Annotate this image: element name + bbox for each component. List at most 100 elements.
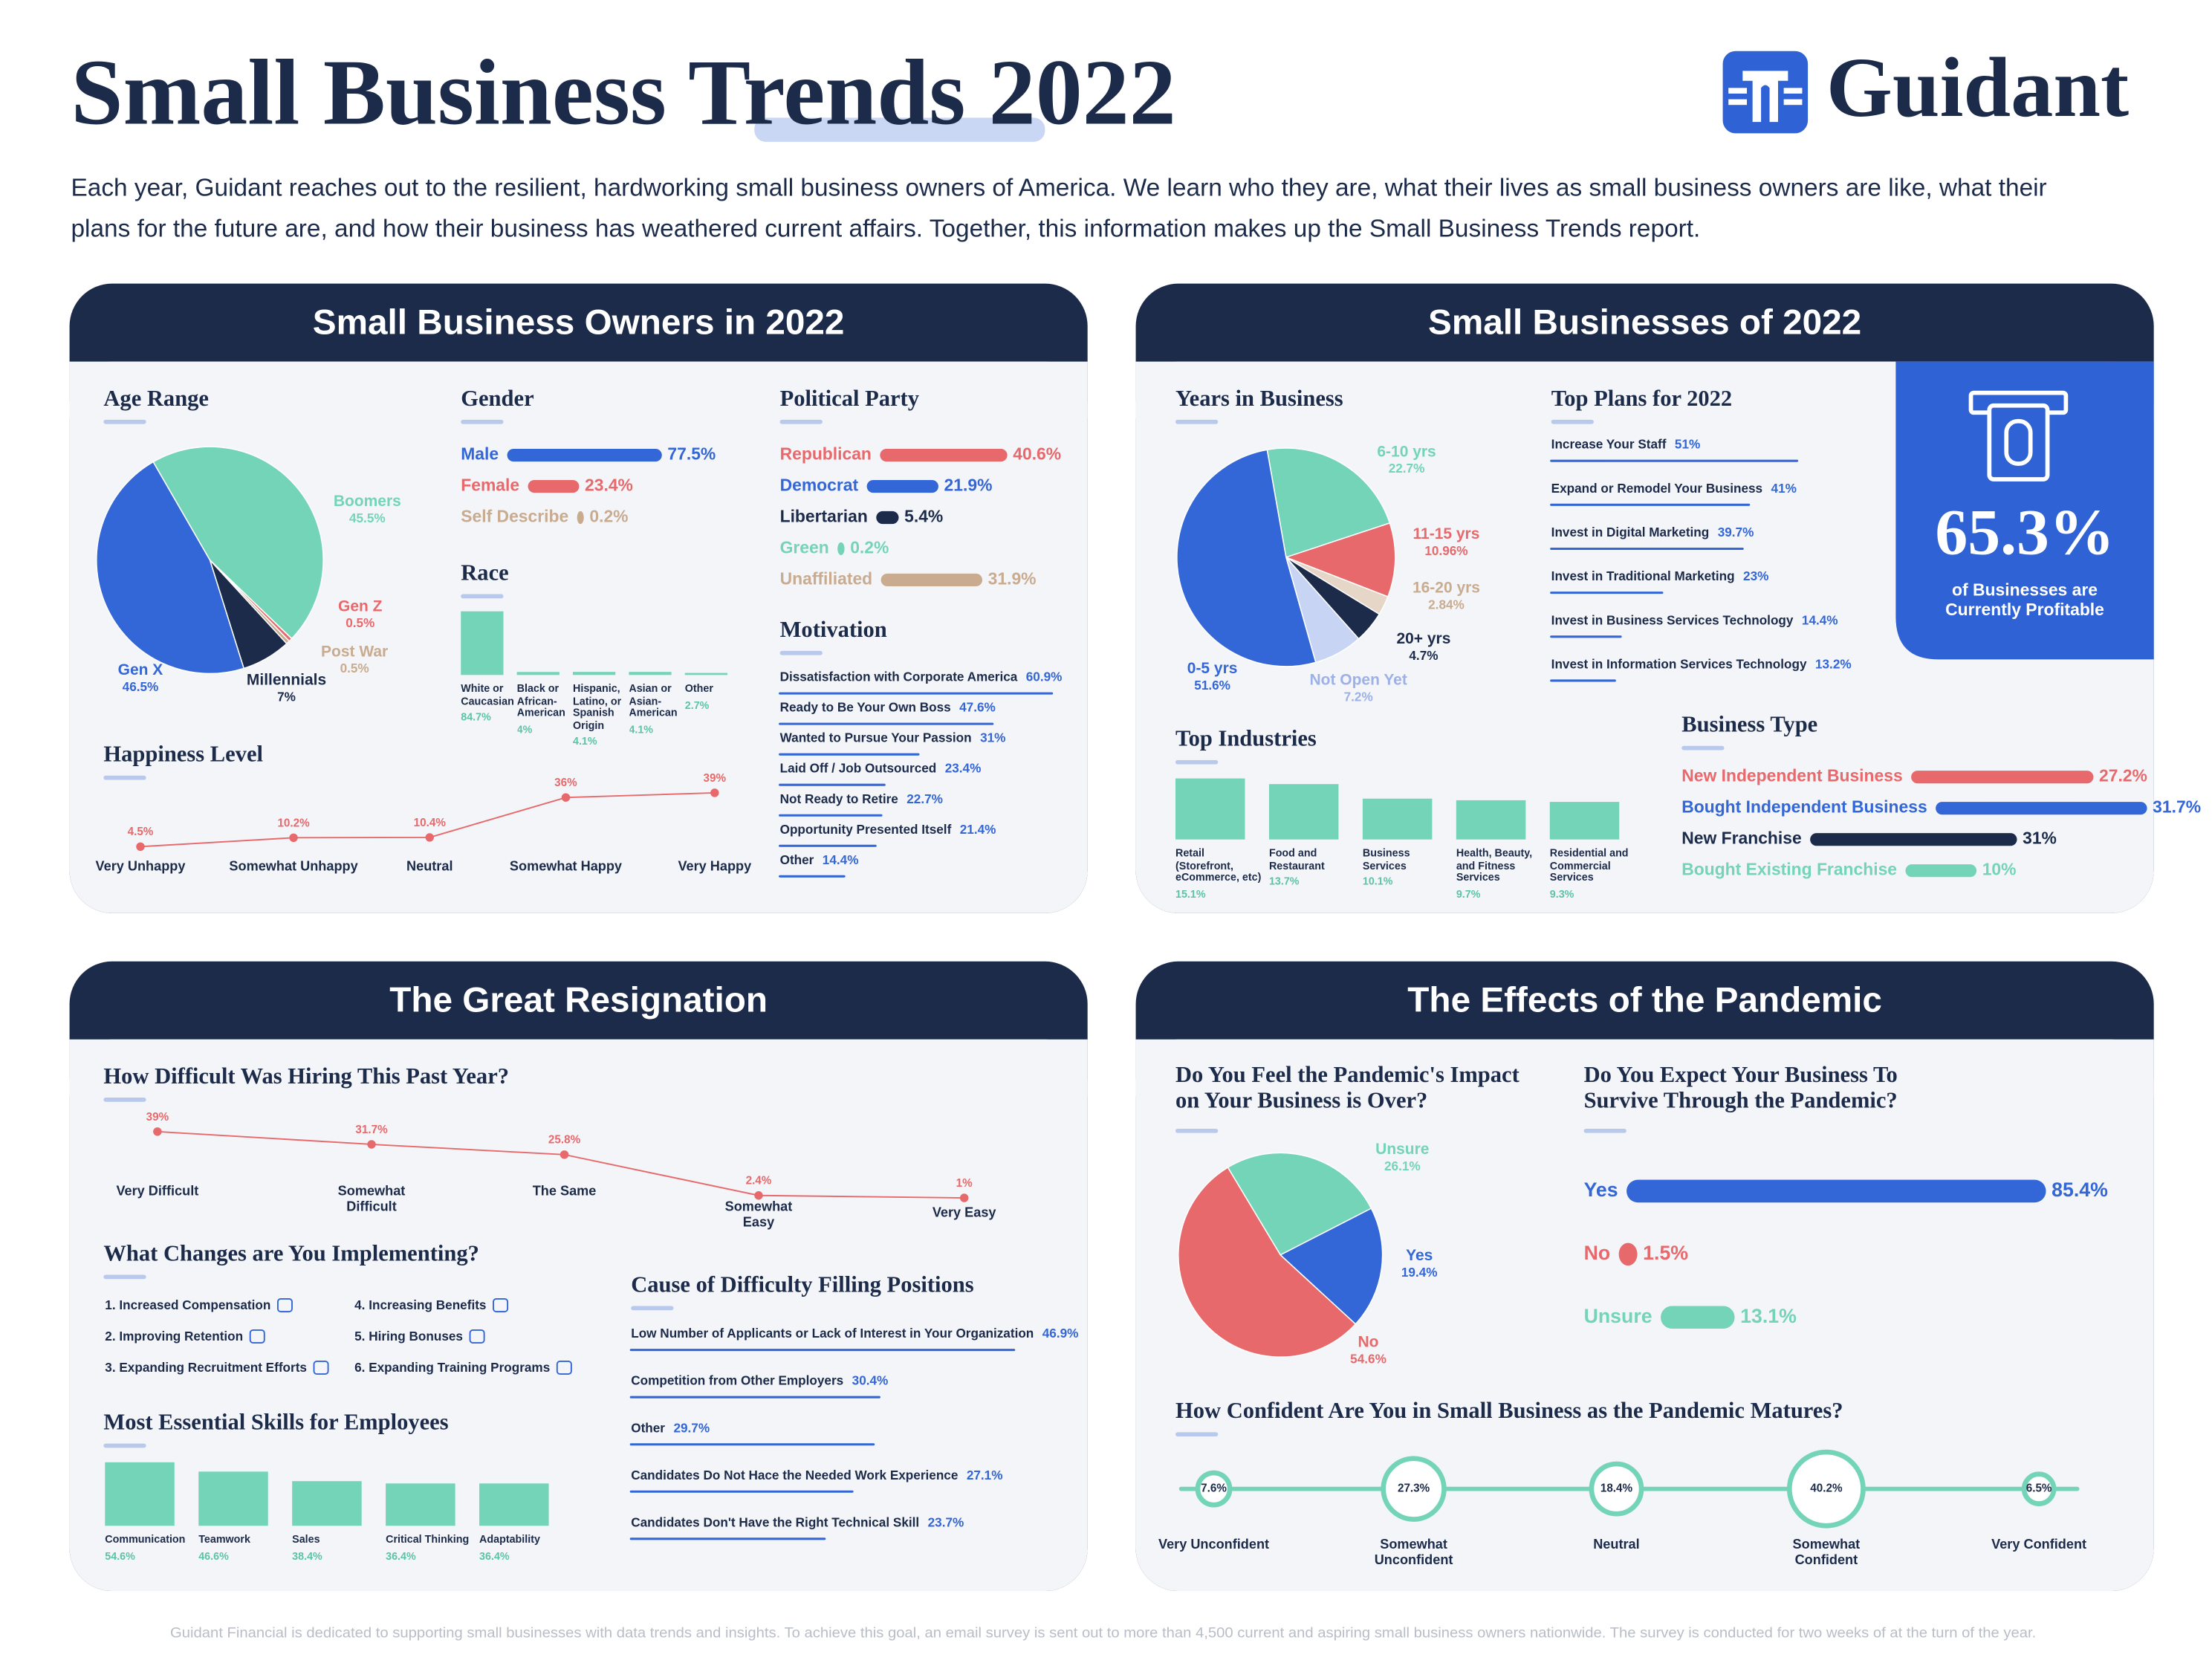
bar-label: Libertarian [780,507,868,526]
chart-title: How Difficult Was Hiring This Past Year? [103,1065,510,1089]
point-value: 31.7% [355,1124,388,1136]
column [105,1462,175,1526]
column-value: 2.7% [684,698,710,711]
slice-label: Millennials [247,672,326,689]
line-point [425,833,434,842]
logo-stripe [1728,88,1748,94]
bar-label: Bought Independent Business [1681,797,1927,817]
bar-label: Unsure [1584,1305,1652,1327]
section-title: Small Business Owners in 2022 [313,303,845,343]
column [1549,802,1620,840]
column-value: 4.1% [629,722,654,736]
logo-text: Guidant [1826,40,2129,135]
bubble-label-box: Neutral [1593,1537,1639,1553]
logo-arch [1742,71,1788,123]
bar-label: Other [631,1420,665,1435]
point-label-box: Neutral [406,859,453,875]
bar-label: Increase Your Staff [1551,437,1667,452]
bar-value: 0.2% [589,507,628,526]
bar-label: Opportunity Presented Itself [780,822,952,837]
bar-label: Invest in Business Services Technology [1551,612,1794,627]
slice-value: 19.4% [1401,1265,1438,1280]
title-underline [1175,759,1219,765]
bar-value: 21.4% [960,822,996,837]
slice-value: 0.5% [340,661,369,675]
bar-label: Invest in Traditional Marketing [1551,568,1735,583]
column [516,672,560,675]
column-value: 13.7% [1268,875,1300,888]
column-value: 38.4% [292,1549,322,1562]
point-label: Very Happy [678,859,752,875]
bar-value: 27.2% [2099,766,2147,785]
slice-label: Yes [1406,1247,1433,1264]
chart-title: Gender [461,386,534,412]
column [629,672,672,675]
column-label: Communication [105,1534,186,1546]
title-underline [779,419,823,424]
bar-label: Invest in Information Services Technolog… [1551,656,1807,671]
column-label-box: Retail (Storefront, eCommerce, etc) 15.1% [1175,848,1261,900]
column-label: Critical Thinking [386,1534,470,1546]
line-point [959,1193,969,1202]
bar-value: 13.1% [1740,1305,1797,1327]
bubble-value: 7.6% [1201,1482,1227,1495]
point-label-box: Very Difficult [116,1184,198,1199]
chart-title-box: Do You Feel the Pandemic's Impact on You… [1175,1063,1519,1113]
bubble-label: Very Unconfident [1158,1537,1270,1553]
column [461,611,504,675]
section-title: Small Businesses of 2022 [1428,303,1861,343]
slice-label: 11-15 yrs [1413,525,1480,542]
bar-value: 31.9% [988,569,1037,589]
page-title: Small Business Trends 2022 [71,41,1175,144]
bar-value: 47.6% [959,700,996,715]
column-value: 84.7% [461,710,491,724]
bubble-label: Very Confident [1991,1537,2087,1553]
point-value: 10.2% [277,817,310,829]
bar-label: Not Ready to Retire [780,791,898,806]
bubble [1195,1470,1233,1508]
bar-value: 40.6% [1013,444,1061,464]
stat-icon-oval [2004,418,2033,466]
bar-label: Candidates Do Not Hace the Needed Work E… [631,1468,958,1482]
column-label-box: Residential and Commercial Services 9.3% [1550,848,1629,900]
chart-title: Motivation [779,618,887,643]
logo-icon [1722,51,1809,134]
chart-title: Age Range [103,386,210,412]
point-label: Somewhat Happy [509,859,623,875]
point-value: 25.8% [548,1134,581,1147]
column-label-box: Hispanic, Latino, or Spanish Origin 4.1% [573,684,621,748]
bar [1810,833,2017,846]
point-label-box: Somewhat Unhappy [229,859,358,875]
column-value: 4% [516,722,533,736]
slice-label: Gen Z [338,597,383,615]
bar-value: 23.4% [585,476,633,495]
column-label: Teamwork [198,1534,250,1546]
column-label-box: Critical Thinking 36.4% [386,1534,470,1562]
title-underline [103,419,146,424]
point-label-box: Very Unhappy [96,859,186,875]
change-item: 1. Increased Compensation [105,1297,270,1312]
column-value: 15.1% [1175,887,1206,900]
panel-body-top [1135,1039,2154,1097]
bar [1936,802,2147,815]
bubble-value: 40.2% [1810,1482,1843,1495]
slice-label: No [1358,1334,1379,1351]
column-label-box: Business Services 10.1% [1363,848,1410,887]
chart-title: Happiness Level [103,742,263,768]
title-underline [1175,1128,1219,1133]
bubble-label-box: Somewhat Confident [1793,1537,1861,1569]
pie-slice [1176,449,1317,667]
chart-title-box: Race [461,562,508,586]
column [573,672,616,675]
chart-title-box: Happiness Level [103,742,263,768]
point-value: 39% [146,1111,169,1124]
column-label: Other [684,683,713,696]
stat-icon-bill [1987,403,2050,482]
bar-label: Yes [1584,1179,1618,1201]
bar-label: Unaffiliated [780,569,873,589]
point-label: Somewhat Unhappy [229,859,358,875]
bar-label: Bought Existing Franchise [1681,860,1897,879]
bubble [2021,1471,2057,1506]
bar-label: No [1584,1242,1611,1264]
